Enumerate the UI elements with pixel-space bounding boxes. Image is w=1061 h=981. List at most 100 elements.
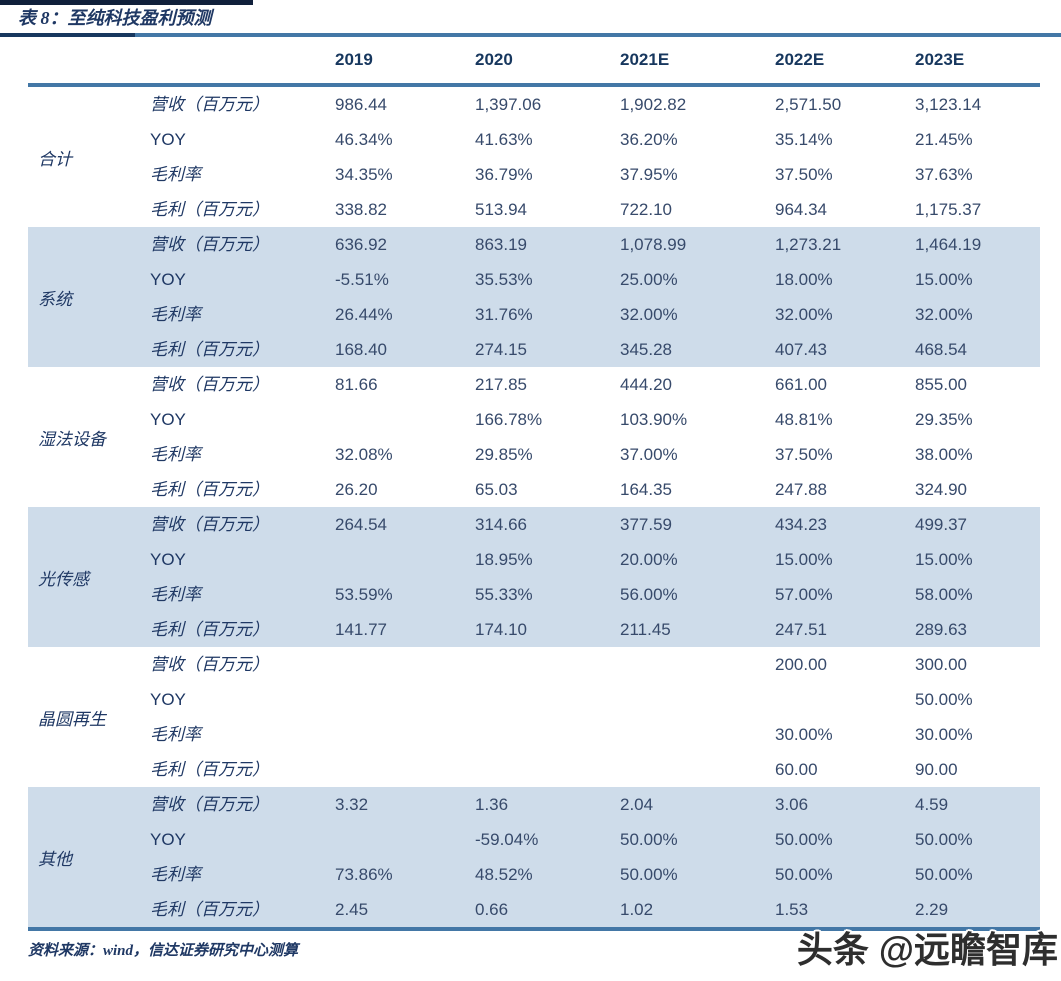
group-label: 合计 <box>38 149 72 169</box>
value-cell: 29.85% <box>475 445 533 464</box>
value-cell: 407.43 <box>775 340 827 359</box>
value-cell: 37.00% <box>620 445 678 464</box>
value-cell: 37.50% <box>775 445 833 464</box>
title-rule <box>0 33 1061 37</box>
value-cell: 211.45 <box>620 620 671 639</box>
value-cell: 50.00% <box>775 830 833 849</box>
table-row: YOY -59.04% 50.00% 50.00% 50.00% <box>150 822 1040 857</box>
table-row: 毛利（百万元） 2.45 0.66 1.02 1.53 2.29 <box>150 892 1040 927</box>
row-label: 营收（百万元） <box>150 235 269 254</box>
value-cell <box>335 717 475 752</box>
value-cell: 434.23 <box>775 515 827 534</box>
value-cell: 18.95% <box>475 550 533 569</box>
value-cell <box>620 752 775 787</box>
value-cell: 26.20 <box>335 480 378 499</box>
table-row: 毛利（百万元） 338.82 513.94 722.10 964.34 1,175.37 <box>150 192 1040 227</box>
value-cell: 2.45 <box>335 900 369 919</box>
value-cell: 513.94 <box>475 200 527 219</box>
value-cell: 32.08% <box>335 445 393 464</box>
value-cell: 65.03 <box>475 480 518 499</box>
group-rows: 营收（百万元） 3.32 1.36 2.04 3.06 4.59 YOY -59.04% 50.… <box>150 787 1040 927</box>
value-cell: 499.37 <box>915 515 967 534</box>
value-cell: 3.06 <box>775 795 809 814</box>
value-cell: 2.29 <box>915 900 949 919</box>
value-cell: 200.00 <box>775 655 827 674</box>
group-rows: 营收（百万元） 636.92 863.19 1,078.99 1,273.21 1,464… <box>150 227 1040 367</box>
row-label: 毛利（百万元） <box>150 480 269 499</box>
value-cell: 50.00% <box>915 865 973 884</box>
value-cell: 661.00 <box>775 375 827 394</box>
table-group: 晶圆再生 营收（百万元） 200.00 300.00 YOY 50.00% 毛利率 30.00… <box>28 647 1040 787</box>
table-row: 毛利（百万元） 26.20 65.03 164.35 247.88 324.90 <box>150 472 1040 507</box>
group-rows: 营收（百万元） 986.44 1,397.06 1,902.82 2,571.50 3,1… <box>150 87 1040 227</box>
table-row: YOY 46.34% 41.63% 36.20% 35.14% 21.45% <box>150 122 1040 157</box>
value-cell: 345.28 <box>620 340 672 359</box>
column-header: 2020 <box>475 50 513 69</box>
value-cell: 50.00% <box>775 865 833 884</box>
table-row: YOY 18.95% 20.00% 15.00% 15.00% <box>150 542 1040 577</box>
row-label: 毛利（百万元） <box>150 900 269 919</box>
value-cell: 46.34% <box>335 130 393 149</box>
table-row: 营收（百万元） 986.44 1,397.06 1,902.82 2,571.50 3,1… <box>150 87 1040 122</box>
value-cell <box>335 402 475 437</box>
forecast-table: 2019 2020 2021E 2022E 2023E 合计 营收（百万元） 986.44 1… <box>28 37 1040 931</box>
column-header: 2023E <box>915 50 965 69</box>
table-row: YOY -5.51% 35.53% 25.00% 18.00% 15.00% <box>150 262 1040 297</box>
value-cell: 81.66 <box>335 375 378 394</box>
value-cell: 164.35 <box>620 480 672 499</box>
value-cell: 30.00% <box>775 725 833 744</box>
header-spacer <box>28 37 335 83</box>
row-label: 营收（百万元） <box>150 795 269 814</box>
row-label: 营收（百万元） <box>150 95 269 114</box>
value-cell: 36.79% <box>475 165 533 184</box>
value-cell: 50.00% <box>915 690 973 709</box>
table-row: YOY 166.78% 103.90% 48.81% 29.35% <box>150 402 1040 437</box>
column-header: 2022E <box>775 50 825 69</box>
value-cell: 32.00% <box>775 305 833 324</box>
value-cell: 73.86% <box>335 865 393 884</box>
value-cell: 53.59% <box>335 585 393 604</box>
bottom-rule <box>28 927 1040 931</box>
value-cell: 174.10 <box>475 620 527 639</box>
table-group: 合计 营收（百万元） 986.44 1,397.06 1,902.82 2,571.50 3… <box>28 87 1040 227</box>
value-cell: 1,397.06 <box>475 95 542 114</box>
value-cell: 34.35% <box>335 165 393 184</box>
group-label: 晶圆再生 <box>38 709 106 729</box>
value-cell: 50.00% <box>620 865 678 884</box>
value-cell: 1.53 <box>775 900 809 919</box>
value-cell: 18.00% <box>775 270 833 289</box>
column-header: 2019 <box>335 50 373 69</box>
row-label: 毛利率 <box>150 305 201 324</box>
table-body: 合计 营收（百万元） 986.44 1,397.06 1,902.82 2,571.50 3… <box>28 87 1040 927</box>
table-row: 营收（百万元） 636.92 863.19 1,078.99 1,273.21 1,464… <box>150 227 1040 262</box>
value-cell: 3,123.14 <box>915 95 982 114</box>
row-label: 毛利（百万元） <box>150 200 269 219</box>
value-cell: 166.78% <box>475 410 543 429</box>
row-label: YOY <box>150 130 186 149</box>
value-cell: 636.92 <box>335 235 387 254</box>
value-cell <box>475 717 620 752</box>
table-row: 毛利率 32.08% 29.85% 37.00% 37.50% 38.00% <box>150 437 1040 472</box>
top-edge-bar <box>0 0 253 5</box>
group-rows: 营收（百万元） 264.54 314.66 377.59 434.23 499.37 YOY… <box>150 507 1040 647</box>
value-cell: 4.59 <box>915 795 949 814</box>
table-row: 毛利（百万元） 60.00 90.00 <box>150 752 1040 787</box>
value-cell: 15.00% <box>915 270 973 289</box>
value-cell: 247.51 <box>775 620 827 639</box>
value-cell: 35.53% <box>475 270 533 289</box>
value-cell: 2.04 <box>620 795 654 814</box>
row-label: YOY <box>150 830 186 849</box>
value-cell: 50.00% <box>915 830 973 849</box>
table-group: 系统 营收（百万元） 636.92 863.19 1,078.99 1,273.21 1,4… <box>28 227 1040 367</box>
value-cell: 57.00% <box>775 585 833 604</box>
value-cell: 48.52% <box>475 865 533 884</box>
value-cell: 36.20% <box>620 130 678 149</box>
table-row: 营收（百万元） 200.00 300.00 <box>150 647 1040 682</box>
table-row: 毛利率 26.44% 31.76% 32.00% 32.00% 32.00% <box>150 297 1040 332</box>
value-cell: 56.00% <box>620 585 678 604</box>
row-label: 营收（百万元） <box>150 515 269 534</box>
table-row: 毛利率 73.86% 48.52% 50.00% 50.00% 50.00% <box>150 857 1040 892</box>
table-row: 毛利率 34.35% 36.79% 37.95% 37.50% 37.63% <box>150 157 1040 192</box>
value-cell: 30.00% <box>915 725 973 744</box>
